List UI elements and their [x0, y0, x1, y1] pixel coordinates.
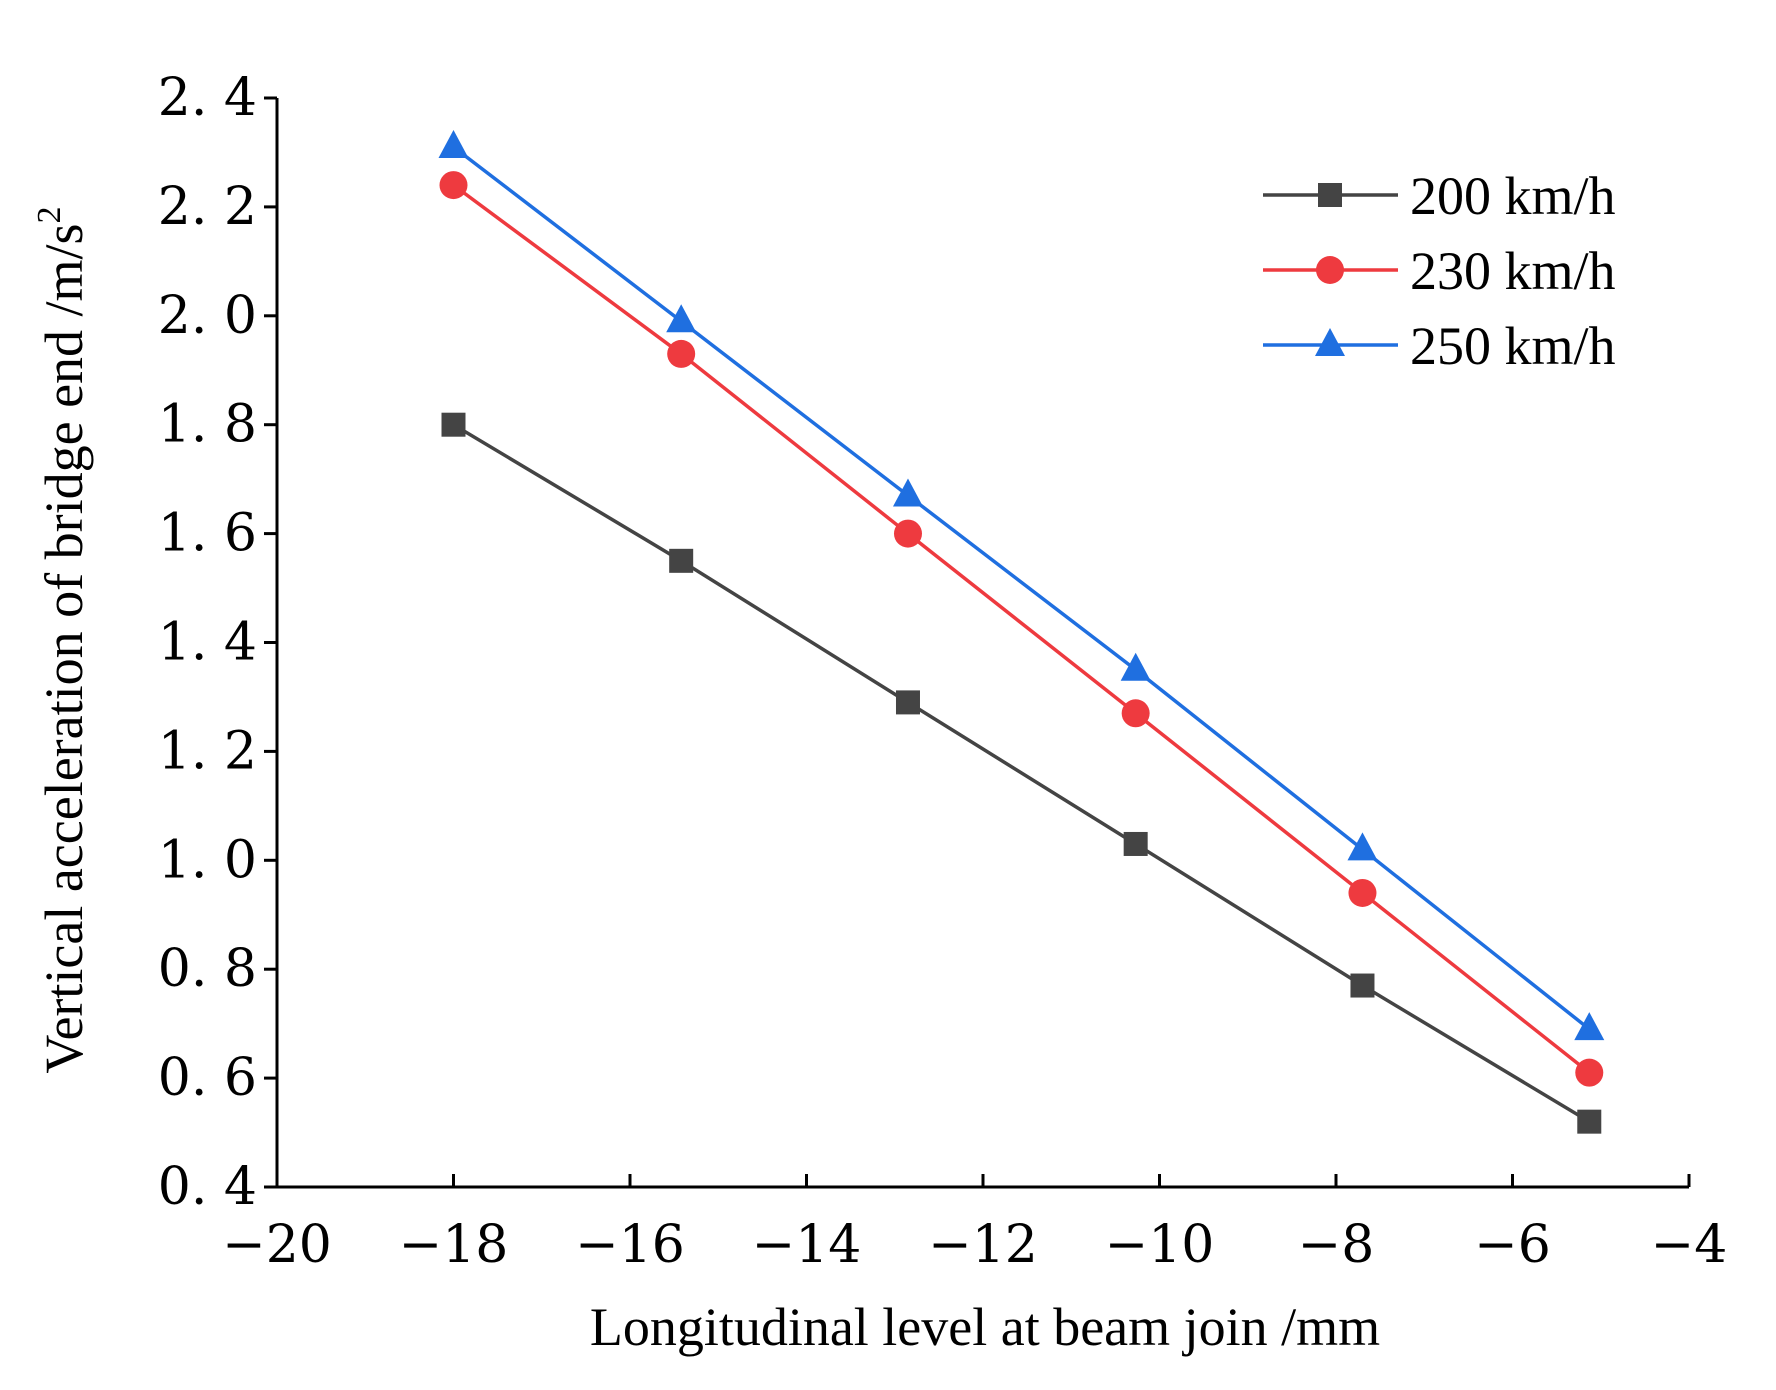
data-point-230-km-h: [1121, 699, 1150, 728]
x-tick-label: −12: [928, 1215, 1038, 1275]
series-line-230-km-h: [452, 183, 1591, 1075]
data-point-250-km-h: [1120, 652, 1151, 681]
legend-marker: [1315, 328, 1345, 356]
x-tick-label: −8: [1298, 1215, 1375, 1275]
x-tick-label: −14: [752, 1215, 862, 1275]
legend-marker: [1318, 183, 1342, 207]
series-250-km-h: [438, 130, 1605, 1041]
data-point-230-km-h: [667, 339, 696, 368]
y-axis-title-text: Vertical acceleration of bridge end /m/s: [34, 223, 94, 1073]
data-point-200-km-h: [1123, 831, 1148, 856]
x-tick-label: −18: [399, 1215, 509, 1275]
data-point-230-km-h: [439, 171, 468, 200]
y-tick-label: 1. 4: [158, 613, 257, 673]
y-tick-label: 2. 4: [158, 68, 257, 128]
data-point-200-km-h: [441, 412, 466, 437]
x-tick-label: −4: [1651, 1215, 1728, 1275]
data-point-250-km-h: [666, 304, 697, 333]
series-line-250-km-h: [452, 145, 1591, 1031]
legend: 200 km/h 230 km/h 250 km/h: [1263, 166, 1616, 376]
y-tick-label: 0. 8: [158, 939, 257, 999]
y-axis-title-superscript: 2: [31, 206, 68, 223]
data-point-230-km-h: [1575, 1058, 1604, 1087]
data-point-230-km-h: [893, 519, 922, 548]
data-point-200-km-h: [1350, 973, 1375, 998]
data-point-230-km-h: [1348, 878, 1377, 907]
legend-label: 250 km/h: [1410, 316, 1616, 376]
data-point-200-km-h: [895, 690, 920, 715]
y-tick-label: 2. 0: [158, 286, 257, 346]
x-tick-label: −16: [575, 1215, 685, 1275]
data-point-250-km-h: [1574, 1012, 1605, 1041]
y-tick-label: 0. 4: [158, 1157, 257, 1217]
y-tick-label: 2. 2: [158, 177, 257, 237]
legend-label: 230 km/h: [1410, 241, 1616, 301]
y-tick-label: 1. 8: [158, 395, 257, 455]
chart-axes: 0. 4 0. 6 0. 8 1. 0 1. 2 1. 4 1. 6 1. 8 2. 0 2. 2…: [158, 68, 1728, 1275]
x-tick-label: −20: [222, 1215, 332, 1275]
chart-series: [438, 130, 1605, 1134]
data-point-200-km-h: [1577, 1109, 1602, 1134]
y-axis-title: Vertical acceleration of bridge end /m/s…: [31, 206, 94, 1073]
data-point-200-km-h: [669, 548, 694, 573]
x-tick-label: −10: [1105, 1215, 1215, 1275]
data-point-250-km-h: [892, 478, 923, 507]
x-tick-label: −6: [1474, 1215, 1551, 1275]
data-point-250-km-h: [1347, 832, 1378, 861]
series-200-km-h: [441, 412, 1602, 1134]
x-axis-title: Longitudinal level at beam join /mm: [590, 1297, 1380, 1357]
legend-marker: [1316, 256, 1344, 284]
y-tick-label: 1. 6: [158, 504, 257, 564]
legend-label: 200 km/h: [1410, 166, 1616, 226]
y-tick-label: 1. 0: [158, 830, 257, 890]
data-point-250-km-h: [438, 130, 469, 159]
series-230-km-h: [439, 171, 1604, 1087]
y-tick-label: 0. 6: [158, 1048, 257, 1108]
y-tick-label: 1. 2: [158, 721, 257, 781]
series-line-200-km-h: [452, 423, 1591, 1124]
